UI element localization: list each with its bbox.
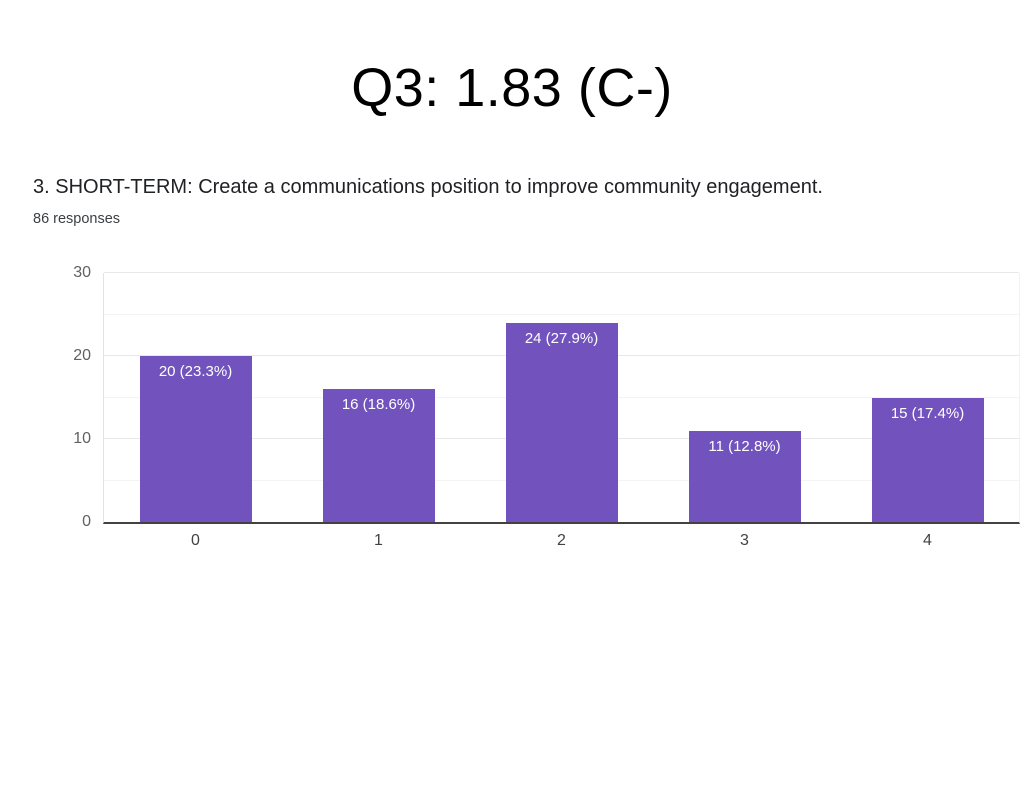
x-axis-category-label: 2 bbox=[557, 532, 566, 549]
bar-slot: 20 (23.3%) 0 bbox=[104, 273, 287, 549]
x-axis-category-label: 4 bbox=[923, 532, 932, 549]
bar-category-3: 11 (12.8%) bbox=[688, 430, 801, 522]
x-axis-category-label: 1 bbox=[374, 532, 383, 549]
bar-value-label: 15 (17.4%) bbox=[890, 404, 965, 422]
slide-title: Q3: 1.83 (C-) bbox=[351, 58, 673, 118]
bar-slot: 16 (18.6%) 1 bbox=[287, 273, 470, 549]
bar-slot: 24 (27.9%) 2 bbox=[470, 273, 653, 549]
bar-value-label: 16 (18.6%) bbox=[341, 396, 416, 414]
bar-slots: 20 (23.3%) 0 16 (18.6%) 1 24 (27.9%) 2 11 (12.… bbox=[104, 273, 1019, 549]
chart-plot-area: 0 10 20 30 20 (23.3%) 0 16 (18.6%) 1 24 (27.9%) 2… bbox=[73, 264, 1020, 549]
x-axis-category-label: 3 bbox=[740, 532, 749, 549]
bar-category-2: 24 (27.9%) bbox=[505, 322, 618, 522]
bar-category-4: 15 (17.4%) bbox=[871, 397, 984, 522]
question-text: 3. SHORT-TERM: Create a communications p… bbox=[33, 176, 823, 198]
y-axis-tick-label: 0 bbox=[82, 513, 91, 530]
bar-chart: 0 10 20 30 20 (23.3%) 0 16 (18.6%) 1 24 (27.9%) 2… bbox=[73, 264, 1020, 549]
y-axis-tick-label: 30 bbox=[73, 264, 91, 281]
y-axis-tick-label: 10 bbox=[73, 430, 91, 448]
bar-value-label: 11 (12.8%) bbox=[708, 437, 781, 455]
x-axis-category-label: 0 bbox=[191, 532, 200, 549]
bar-category-1: 16 (18.6%) bbox=[322, 389, 435, 522]
bar-category-0: 20 (23.3%) bbox=[139, 356, 252, 522]
minor-gridline bbox=[104, 313, 1019, 315]
responses-count: 86 responses bbox=[33, 211, 121, 227]
y-axis-tick-label: 20 bbox=[73, 347, 91, 365]
bar-value-label: 20 (23.3%) bbox=[158, 363, 233, 380]
bar-slot: 11 (12.8%) 3 bbox=[653, 273, 836, 549]
bar-value-label: 24 (27.9%) bbox=[524, 329, 599, 347]
major-gridline bbox=[104, 272, 1019, 273]
bar-slot: 15 (17.4%) 4 bbox=[836, 273, 1019, 549]
